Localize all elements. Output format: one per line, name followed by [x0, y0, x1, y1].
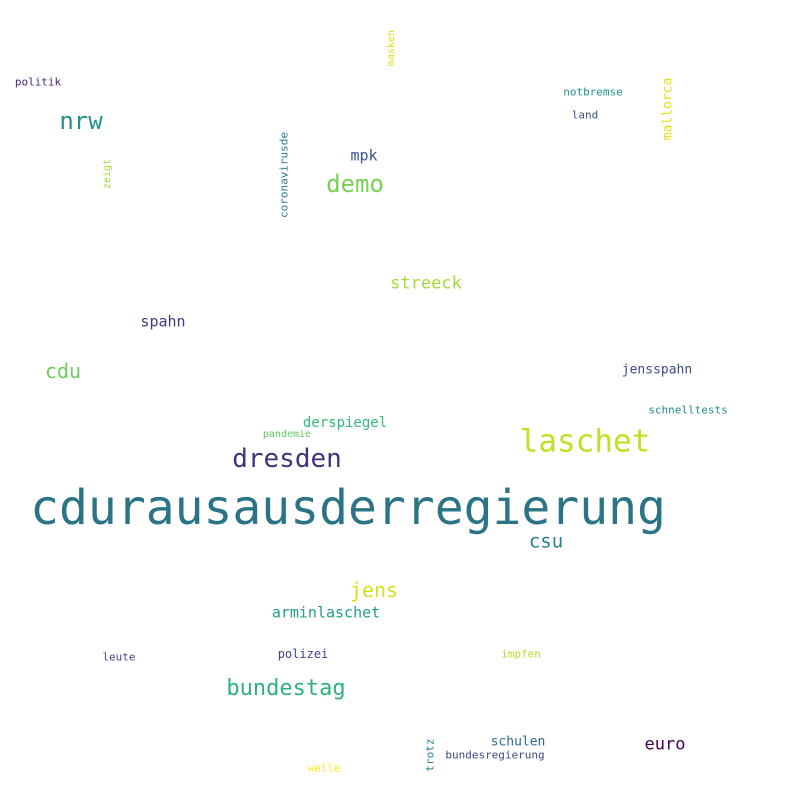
word-welle: welle: [307, 761, 341, 775]
word-csu: csu: [528, 530, 564, 553]
word-demo: demo: [326, 170, 384, 198]
word-dresden: dresden: [232, 444, 342, 474]
word-streeck: streeck: [390, 273, 462, 294]
word-masken: masken: [386, 29, 397, 67]
word-arminlaschet: arminlaschet: [271, 603, 381, 622]
word-schnelltests: schnelltests: [648, 403, 728, 417]
word-mallorca: mallorca: [660, 77, 676, 141]
word-notbremse: notbremse: [563, 85, 623, 99]
word-schulen: schulen: [490, 734, 546, 750]
word-laschet: laschet: [519, 423, 651, 460]
word-euro: euro: [644, 734, 686, 755]
word-bundesregierung: bundesregierung: [445, 748, 545, 762]
word-impfen: impfen: [501, 647, 541, 661]
word-bundestag: bundestag: [226, 676, 346, 701]
word-polizei: polizei: [277, 647, 329, 661]
word-cdu: cdu: [44, 359, 82, 383]
word-jens: jens: [349, 578, 399, 602]
word-trotz: trotz: [423, 738, 437, 772]
word-leute: leute: [102, 650, 136, 664]
word-derspiegel: derspiegel: [302, 415, 388, 431]
word-zeigt: zeigt: [102, 158, 113, 190]
word-politik: politik: [14, 75, 62, 89]
word-pandemie: pandemie: [262, 429, 312, 440]
word-jensspahn: jensspahn: [621, 362, 693, 378]
word-cdurausausderregierung: cdurausausderregierung: [30, 480, 666, 536]
word-land: land: [571, 108, 599, 122]
word-coronavirusde: coronavirusde: [277, 131, 291, 219]
word-spahn: spahn: [140, 312, 186, 331]
word-nrw: nrw: [59, 107, 103, 135]
word-mpk: mpk: [350, 146, 378, 165]
